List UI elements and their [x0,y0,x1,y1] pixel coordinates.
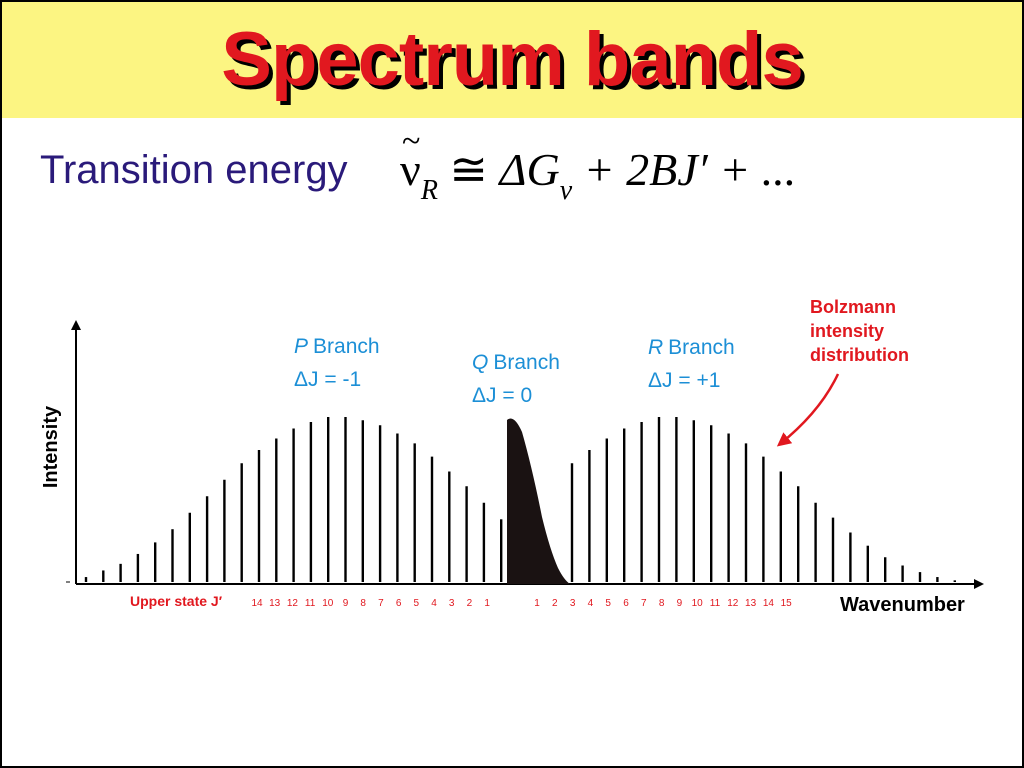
r-branch-j-label: 4 [588,598,594,609]
formula-nu-subscript: R [420,175,438,206]
q-branch-label: Q Branch ΔJ = 0 [472,351,560,407]
r-branch-j-label: 11 [710,598,721,609]
p-branch-j-label: 3 [449,598,455,609]
formula-g-subscript: v [559,175,573,206]
r-branch-j-label: 6 [623,598,629,609]
x-axis-prefix: Upper state J′ [130,593,223,609]
r-branch-j-label: 15 [781,598,793,609]
r-branch-j-label: 2 [552,598,558,609]
p-branch-j-label: 13 [269,598,281,609]
p-branch-j-label: 1 [484,598,490,609]
boltzmann-arrow [776,373,840,447]
p-branch-j-label: 4 [431,598,437,609]
transition-energy-formula: ~ νR ≅ ΔGv + 2BJ′ + ... [400,123,797,206]
p-branch-j-label: 2 [467,598,473,609]
r-branch-j-label: 8 [659,598,665,609]
p-branch-j-label: 14 [251,598,263,609]
p-branch-j-label: 7 [378,598,384,609]
r-branch-j-label: 13 [745,598,757,609]
formula-rest: + 2BJ′ + ... [583,144,797,195]
r-branch-j-label: 10 [692,598,704,609]
p-branch-j-labels: 14 13 12 11 10 9 8 7 6 5 4 3 2 1 [251,598,490,609]
svg-text:Bolzmann: Bolzmann [810,297,896,317]
r-branch-j-label: 3 [570,598,576,609]
formula-delta-g: ΔG [499,144,560,195]
r-branch-j-label: 5 [605,598,611,609]
r-branch-label: R Branch ΔJ = +1 [648,336,735,392]
p-branch-j-label: 10 [322,598,334,609]
r-branch-j-label: 9 [677,598,683,609]
p-branch-j-label: 5 [414,598,420,609]
p-branch-j-label: 11 [305,598,316,609]
r-branch-rule: ΔJ = +1 [648,369,720,392]
p-branch-lines [84,417,503,582]
r-branch-j-label: 12 [727,598,739,609]
svg-text:intensity: intensity [810,321,884,341]
formula-approx: ≅ [449,144,488,195]
q-branch-envelope [507,418,570,584]
p-branch-j-label: 6 [396,598,402,609]
r-branch-lines [570,417,956,582]
p-branch-j-label: 9 [343,598,349,609]
subtitle: Transition energy [40,148,348,192]
slide-title: Spectrum bands [221,17,803,102]
q-branch-rule: ΔJ = 0 [472,384,532,407]
x-axis-label: Wavenumber [840,594,965,616]
p-branch-j-label: 12 [287,598,299,609]
title-bar: Spectrum bands [2,2,1022,118]
r-branch-j-label: 14 [763,598,775,609]
r-branch-j-labels: 1 2 3 4 5 6 7 8 9 10 11 12 13 14 15 [534,598,792,609]
p-branch-j-label: 8 [360,598,366,609]
r-branch-j-label: 7 [641,598,647,609]
svg-text:distribution: distribution [810,345,909,365]
r-branch-j-label: 1 [534,598,540,609]
boltzmann-annotation: Bolzmann intensity distribution [810,297,909,365]
y-axis-label: Intensity [40,405,62,488]
formula-nu: ~ ν [400,123,421,195]
p-branch-rule: ΔJ = -1 [294,368,361,391]
p-branch-label: P Branch ΔJ = -1 [294,335,380,391]
